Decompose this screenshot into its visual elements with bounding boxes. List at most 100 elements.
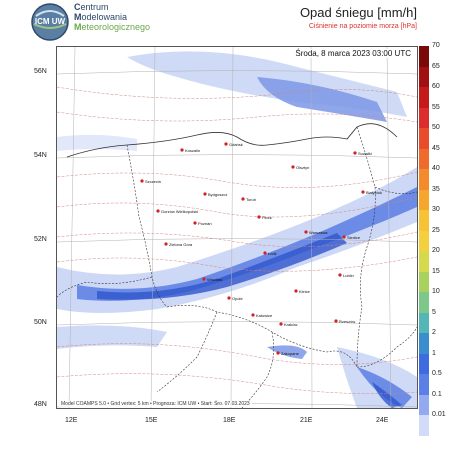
city-marker: Bydgoszcz	[203, 192, 227, 197]
colorbar-label: 15	[432, 267, 440, 275]
forecast-timestamp: Środa, 8 marca 2023 03:00 UTC	[293, 49, 413, 58]
colorbar-label: 65	[432, 62, 440, 70]
city-marker: Kraków	[279, 322, 297, 327]
lat-label: 56N	[34, 68, 47, 75]
svg-text:Lublin: Lublin	[343, 273, 354, 278]
city-marker: Siedlce	[342, 235, 361, 240]
map-canvas: Koszalin Gdańsk Olsztyn Suwałki Szczecin…	[57, 47, 417, 408]
colorbar-label: 1	[432, 349, 436, 357]
colorbar-label: 25	[432, 226, 440, 234]
city-markers: Koszalin Gdańsk Olsztyn Suwałki Szczecin…	[140, 142, 382, 356]
city-marker: Gdańsk	[224, 142, 243, 147]
colorbar-label: 20	[432, 247, 440, 254]
lat-label: 52N	[34, 236, 47, 243]
map-subtitle: Ciśnienie na poziomie morza [hPa]	[308, 23, 417, 30]
coastline	[66, 123, 398, 158]
city-marker: Katowice	[251, 313, 273, 318]
city-marker: Poznań	[193, 221, 212, 226]
icm-logo-icon: ICM UW	[31, 3, 69, 41]
svg-text:Toruń: Toruń	[246, 197, 256, 202]
city-marker: Opole	[227, 296, 243, 301]
lat-label: 50N	[34, 319, 47, 326]
svg-text:Opole: Opole	[232, 296, 243, 301]
logo-text: ICM UW	[35, 17, 66, 26]
colorbar-label: 60	[432, 83, 440, 90]
city-marker: Gorzów Wielkopolski	[156, 209, 198, 214]
svg-text:Białystok: Białystok	[366, 190, 382, 195]
svg-text:Warszawa: Warszawa	[309, 230, 328, 235]
weather-map: Koszalin Gdańsk Olsztyn Suwałki Szczecin…	[56, 46, 418, 409]
svg-text:Zielona Góra: Zielona Góra	[169, 242, 193, 247]
colorbar-label: 35	[432, 185, 440, 193]
svg-text:Łódź: Łódź	[268, 251, 277, 256]
colorbar-label: 55	[432, 103, 440, 111]
colorbar-swatch	[419, 230, 429, 251]
colorbar-swatch	[419, 292, 429, 313]
city-marker: Szczecin	[140, 179, 161, 184]
lon-label: 15E	[145, 417, 158, 424]
lat-label: 54N	[34, 152, 47, 159]
colorbar-label: 40	[432, 165, 440, 172]
city-marker: Lublin	[338, 273, 354, 278]
colorbar-swatch	[419, 148, 429, 169]
city-marker: Warszawa	[304, 230, 328, 235]
svg-text:Olsztyn: Olsztyn	[296, 165, 309, 170]
map-title: Opad śniegu [mm/h]	[299, 5, 417, 20]
colorbar-label: 50	[432, 124, 440, 131]
country-borders	[57, 126, 417, 408]
lat-label: 48N	[34, 401, 47, 408]
colorbar-swatch	[419, 394, 429, 415]
colorbar-swatch	[419, 251, 429, 272]
city-marker: Zakopane	[276, 351, 300, 356]
colorbar-label: 5	[432, 308, 436, 316]
colorbar-swatch	[419, 66, 429, 87]
colorbar-legend	[419, 46, 429, 436]
lon-label: 21E	[300, 417, 313, 424]
colorbar-swatch	[419, 210, 429, 231]
colorbar-swatch	[419, 169, 429, 190]
colorbar-swatch	[419, 271, 429, 292]
city-marker: Toruń	[241, 197, 256, 202]
svg-text:Poznań: Poznań	[198, 221, 212, 226]
svg-text:Rzeszów: Rzeszów	[339, 319, 355, 324]
colorbar-label: 2	[432, 329, 436, 336]
colorbar-swatch	[419, 353, 429, 374]
isobars	[57, 86, 417, 394]
svg-text:Gorzów Wielkopolski: Gorzów Wielkopolski	[161, 209, 198, 214]
city-marker: Płock	[257, 215, 272, 220]
city-marker: Łódź	[263, 251, 277, 256]
lon-label: 18E	[223, 417, 236, 424]
colorbar-swatch	[419, 189, 429, 210]
svg-text:Suwałki: Suwałki	[358, 151, 372, 156]
svg-text:Płock: Płock	[262, 215, 272, 220]
colorbar-label: 0.01	[432, 411, 446, 418]
colorbar-swatch	[419, 312, 429, 333]
svg-text:Zakopane: Zakopane	[281, 351, 300, 356]
svg-text:Siedlce: Siedlce	[347, 235, 361, 240]
city-marker: Rzeszów	[334, 319, 355, 324]
colorbar-label: 0.1	[432, 390, 442, 398]
model-info: Model COAMPS 5.0 • Grid vertex: 5 km • P…	[59, 401, 252, 407]
city-marker: Zielona Góra	[164, 242, 193, 247]
svg-text:Katowice: Katowice	[256, 313, 273, 318]
city-marker: Olsztyn	[291, 165, 309, 170]
colorbar-swatch	[419, 46, 429, 67]
colorbar-label: 0.5	[432, 370, 442, 377]
lon-label: 12E	[65, 417, 78, 424]
svg-text:Kielce: Kielce	[299, 289, 311, 294]
colorbar-swatch	[419, 87, 429, 108]
lon-label: 24E	[376, 417, 389, 424]
svg-text:Gdańsk: Gdańsk	[229, 142, 243, 147]
colorbar-swatch	[419, 128, 429, 149]
city-marker: Suwałki	[353, 151, 372, 156]
colorbar-label: 45	[432, 144, 440, 152]
svg-text:Szczecin: Szczecin	[145, 179, 161, 184]
graticule	[57, 47, 417, 408]
svg-text:Kraków: Kraków	[284, 322, 297, 327]
snowfall-field	[57, 51, 417, 408]
colorbar-label: 30	[432, 206, 440, 213]
svg-text:Koszalin: Koszalin	[185, 148, 200, 153]
colorbar-swatch	[419, 333, 429, 354]
city-marker: Koszalin	[180, 148, 200, 153]
city-marker: Wrocław	[202, 277, 222, 282]
